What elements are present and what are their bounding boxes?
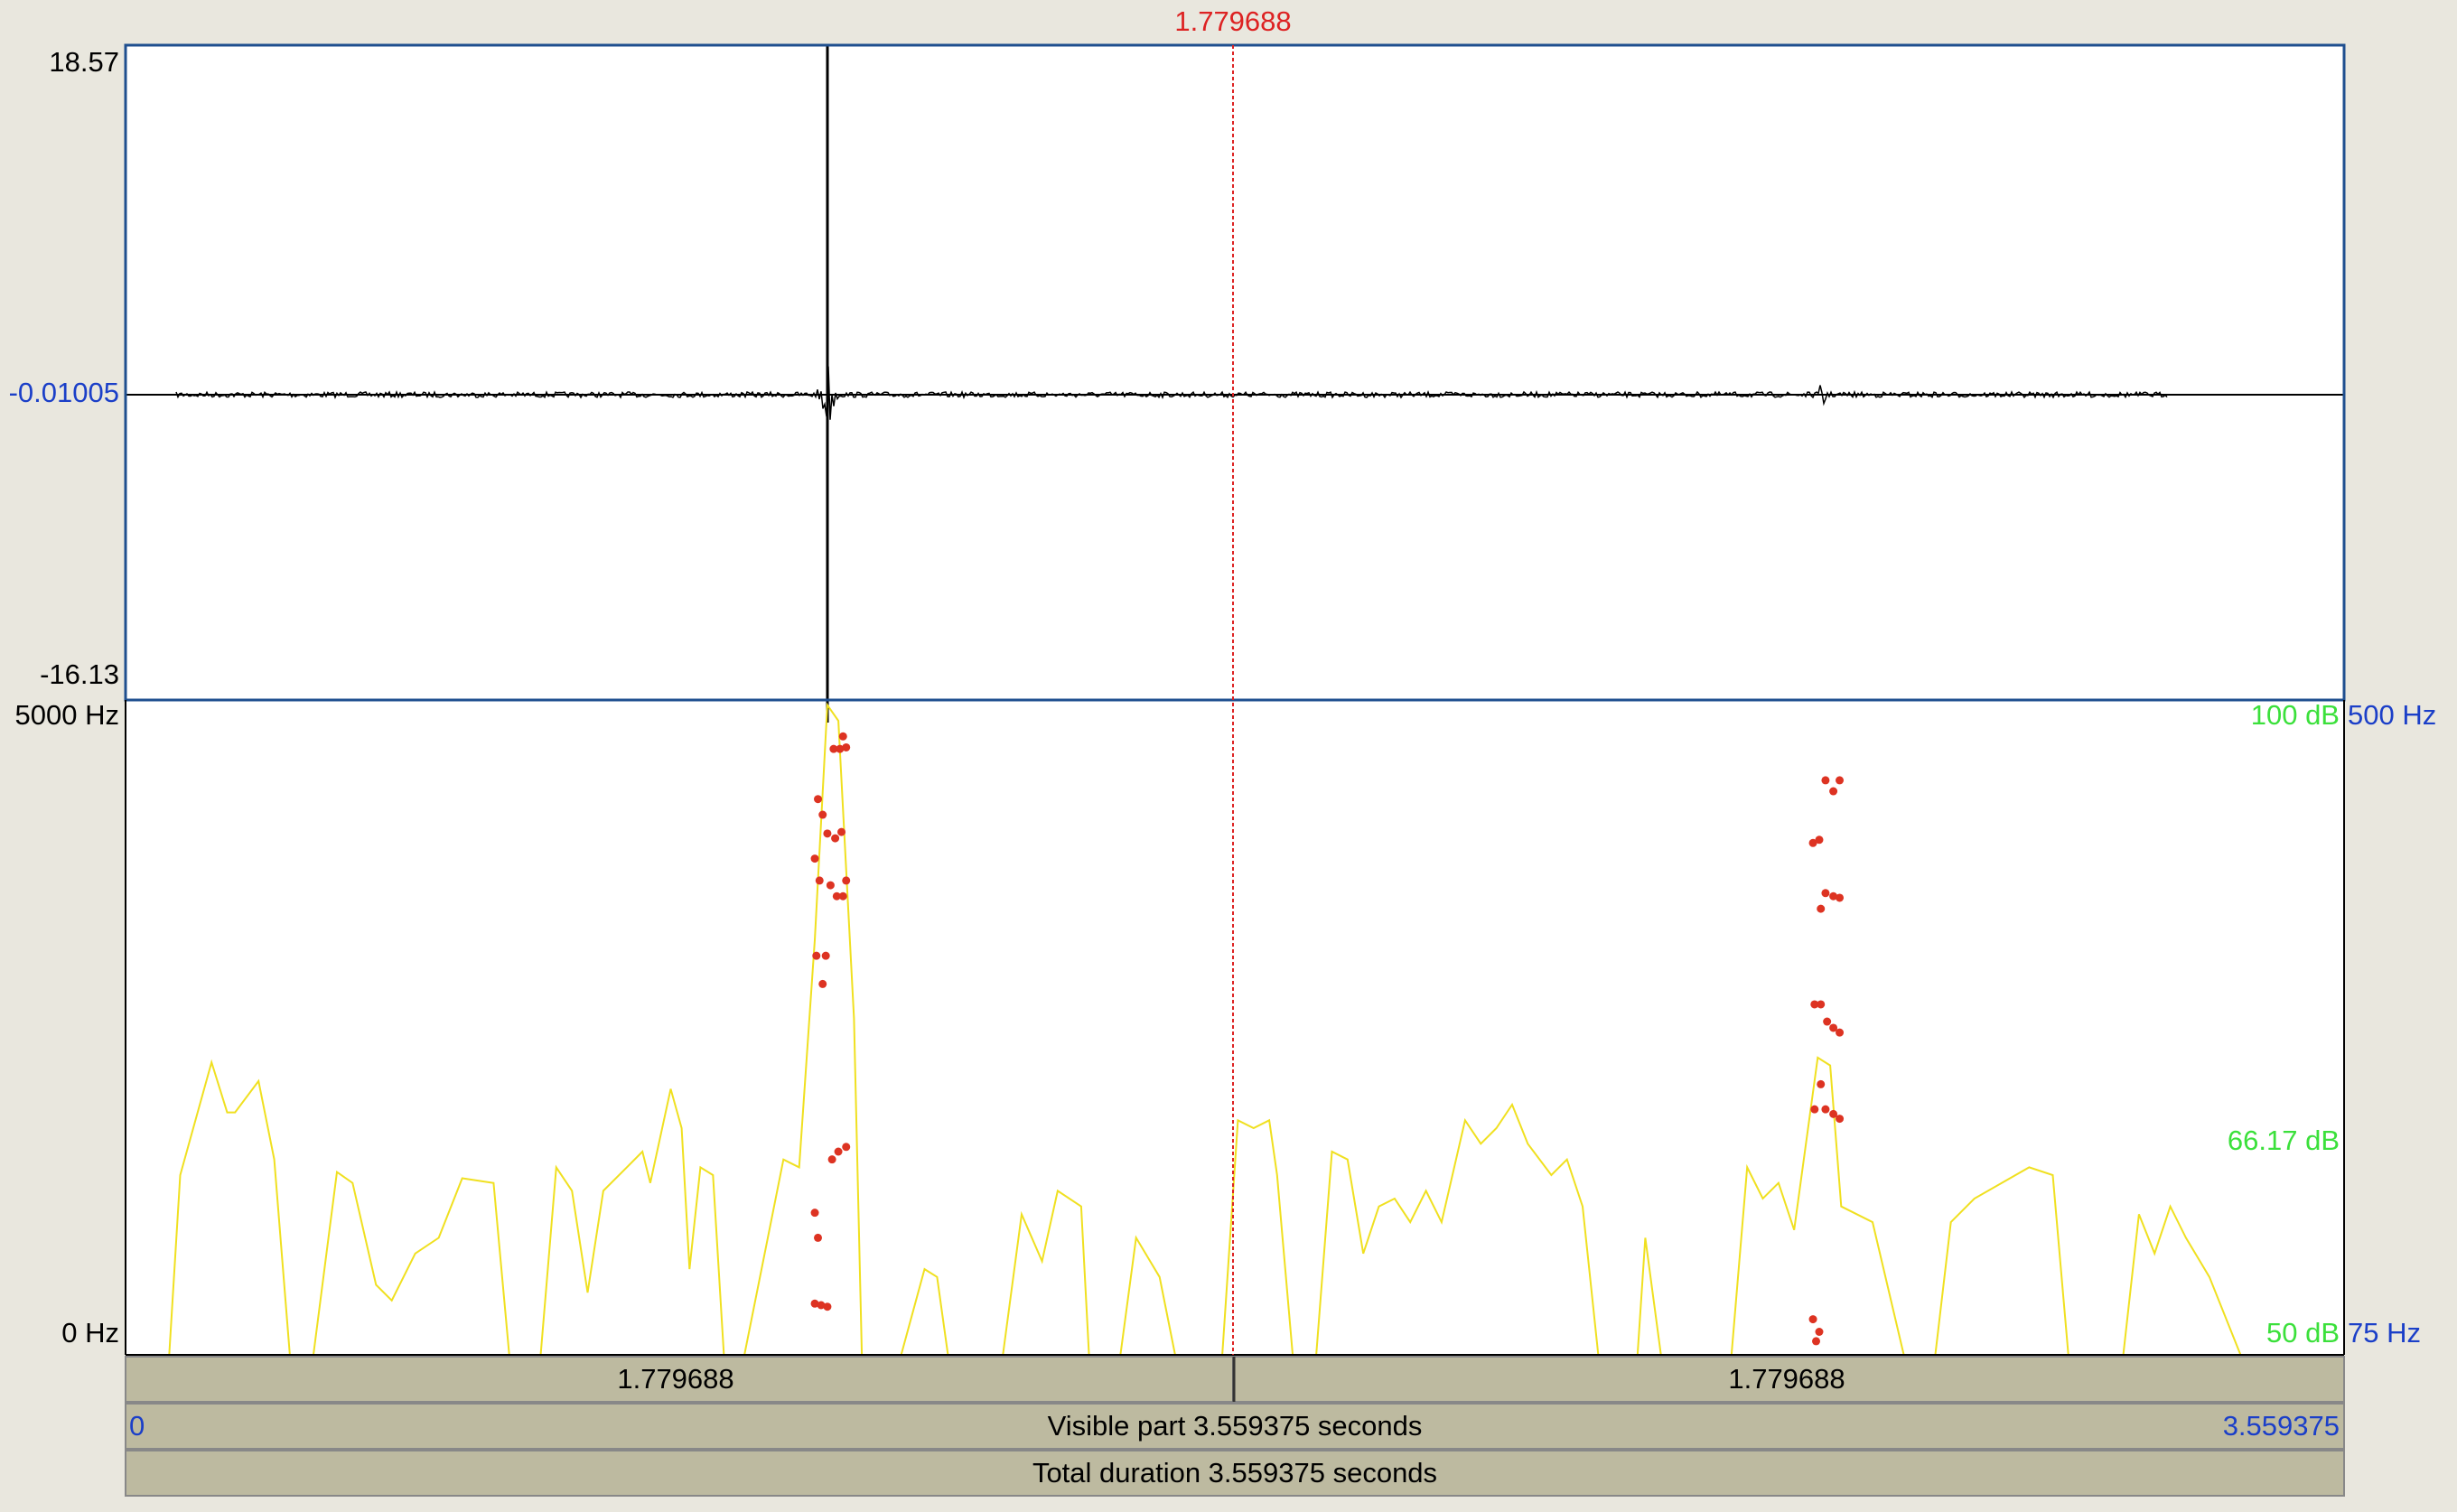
formant-dot [826, 881, 835, 890]
formant-dot [838, 891, 847, 901]
formant-dot [836, 744, 845, 753]
formant-dot [827, 1155, 836, 1164]
frequency-top-label: 5000 Hz [15, 699, 119, 731]
selection-left-label: 1.779688 [617, 1363, 733, 1395]
formant-dot [1815, 835, 1824, 845]
total-label: Total duration 3.559375 seconds [1032, 1457, 1437, 1489]
formant-dot [810, 1299, 819, 1308]
formant-dot [831, 834, 840, 843]
formant-dot [829, 744, 838, 753]
formant-dot [812, 951, 821, 960]
formant-dot [1823, 1017, 1832, 1026]
intensity-bottom-label: 50 dB [2266, 1317, 2340, 1349]
formant-dot [1836, 893, 1845, 902]
formant-dot [842, 876, 851, 885]
formant-dot [814, 1233, 823, 1242]
formant-dot [810, 854, 819, 863]
formant-dot [818, 810, 827, 819]
waveform [175, 366, 2168, 420]
formant-dot [1812, 1337, 1821, 1346]
waveform-center-label: -0.01005 [9, 377, 119, 408]
intensity-middle-label: 66.17 dB [2228, 1125, 2340, 1156]
visible-bar[interactable] [125, 1403, 2345, 1450]
formant-dot [1808, 838, 1817, 847]
formant-dot [832, 891, 841, 901]
visible-label: Visible part 3.559375 seconds [1048, 1410, 1423, 1442]
formant-dot [1817, 1079, 1826, 1088]
formant-dot [818, 979, 827, 988]
waveform-bottom-label: -16.13 [40, 658, 119, 690]
total-bar[interactable] [125, 1450, 2345, 1497]
formant-dot [823, 829, 832, 838]
formant-dot [823, 1302, 832, 1311]
waveform-top-label: 18.57 [49, 46, 119, 78]
pitch-top-label: 500 Hz [2348, 699, 2436, 731]
formant-dot [1817, 904, 1826, 913]
visible-end: 3.559375 [2223, 1410, 2340, 1442]
formant-dot [1836, 1115, 1845, 1124]
formant-dot [1810, 1105, 1819, 1114]
selection-right-bar[interactable] [1233, 1356, 2345, 1403]
formant-dot [834, 1147, 843, 1156]
formant-dot [842, 1143, 851, 1152]
formant-dot [1836, 776, 1845, 785]
formant-dot [1829, 891, 1838, 901]
visible-start: 0 [129, 1410, 145, 1442]
formant-dot [810, 1209, 819, 1218]
formant-dot [814, 795, 823, 804]
formant-dot [1817, 1000, 1826, 1009]
formant-dot [1821, 776, 1830, 785]
formant-dot [1808, 1315, 1817, 1324]
formant-dot [837, 827, 846, 836]
formant-dot [821, 951, 830, 960]
formant-dot [1829, 1023, 1838, 1032]
intensity-top-label: 100 dB [2251, 699, 2340, 731]
selection-right-label: 1.779688 [1728, 1363, 1845, 1395]
formant-dot [1810, 1000, 1819, 1009]
formant-dot [838, 732, 847, 741]
formant-dot [1821, 1105, 1830, 1114]
formant-dot [1815, 1327, 1824, 1336]
waveform-frame [124, 43, 2346, 702]
pitch-bottom-label: 75 Hz [2348, 1317, 2421, 1349]
formant-dot [1836, 1028, 1845, 1037]
formant-dot [1821, 889, 1830, 898]
formant-dot [1829, 1109, 1838, 1118]
formant-dot [842, 742, 851, 751]
frequency-bottom-label: 0 Hz [61, 1317, 119, 1349]
formant-dot [1829, 787, 1838, 796]
formant-dot [817, 1301, 826, 1310]
formant-dot [815, 876, 824, 885]
cursor-time: 1.779688 [1174, 5, 1291, 37]
selection-left-bar[interactable] [125, 1356, 1234, 1403]
